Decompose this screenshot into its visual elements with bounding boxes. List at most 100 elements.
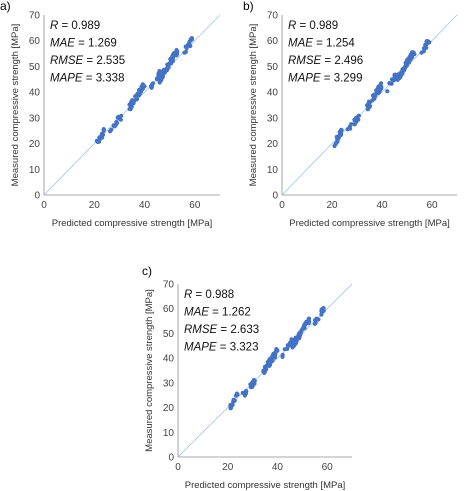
data-point [115,120,120,126]
data-point [306,316,312,321]
y-tick-label: 0 [272,191,278,202]
data-point [402,66,407,71]
y-axis-label: Measured compressive strength [MPa] [248,24,259,187]
data-point [316,317,321,322]
y-tick-label: 20 [29,139,41,150]
stat-name: RMSE [50,55,84,67]
panel-label: c) [142,264,152,278]
data-point [376,84,381,89]
data-point [163,68,168,73]
stat-name: RMSE [288,55,322,67]
data-point [138,87,143,92]
stat-value: = 1.262 [209,307,251,319]
stat-name: MAE [288,38,313,50]
y-tick-label: 70 [267,11,279,22]
data-point [312,318,318,323]
chart-panel-1: a) 0 10 20 30 40 50 60 70 0 20 40 60 Predicted compre… [0,0,221,229]
stat-name: MAPE [184,342,217,354]
data-point [421,46,427,51]
data-point [392,77,397,82]
y-tick-label: 0 [168,453,174,464]
data-point [348,126,353,131]
data-point [101,127,106,132]
stat-name: RMSE [184,324,218,336]
stat-value: = 0.989 [296,20,338,32]
data-point [135,91,141,96]
data-point [189,37,194,42]
data-point [379,81,384,86]
data-point [231,399,236,404]
data-point [352,122,357,127]
y-tick-label: 60 [163,304,175,315]
stat-name: MAE [50,38,75,50]
data-point [290,343,295,348]
data-point [354,115,359,120]
data-point [400,71,405,76]
stat-name: R [288,20,296,32]
data-point [268,356,273,361]
scatter-series [94,36,194,144]
data-point [387,81,392,86]
stat-rmse: RMSE = 2.633 [184,324,259,336]
data-point [228,405,234,410]
data-point [111,123,116,128]
stat-value: = 0.988 [192,289,234,301]
data-point [312,321,317,326]
data-point [403,60,408,65]
stat-value: = 3.299 [321,73,363,85]
data-point [175,51,180,57]
x-tick-label: 60 [322,462,334,473]
data-point [154,76,159,81]
data-point [376,90,382,95]
data-point [171,53,176,58]
stat-value: = 2.496 [321,55,363,67]
data-point [285,346,290,351]
stat-value: = 1.269 [75,38,117,50]
y-axis-label: Measured compressive strength [MPa] [144,289,155,452]
panel-label: a) [0,0,11,13]
y-tick-label: 50 [267,62,279,73]
data-point [118,117,123,122]
data-point [115,115,120,120]
stat-mape: MAPE = 3.338 [50,73,124,85]
data-point [235,392,240,397]
stat-r: R = 0.989 [50,20,100,32]
data-point [183,44,188,49]
data-point [280,352,285,357]
stat-mape: MAPE = 3.299 [288,73,362,85]
data-point [157,80,162,85]
x-tick-label: 20 [89,200,101,211]
data-point [364,103,370,108]
data-point [271,351,276,356]
data-point [134,97,140,102]
y-tick-label: 60 [29,36,41,47]
data-point [166,63,171,68]
data-point [292,339,298,344]
y-tick-label: 0 [34,191,40,202]
y-tick-label: 70 [163,280,175,291]
data-point [140,82,145,87]
data-point [244,389,249,394]
stat-name: MAPE [288,73,321,85]
data-point [409,53,414,58]
y-tick-label: 40 [163,354,175,365]
y-tick-label: 20 [163,403,175,414]
chart-panel-3: c) 0 10 20 30 40 50 60 70 0 20 40 60 Predicted compre… [142,264,353,491]
stat-mae: MAE = 1.262 [184,307,251,319]
x-tick-label: 20 [222,462,234,473]
data-point [319,312,324,317]
stat-mae: MAE = 1.269 [50,38,117,50]
stat-value: = 3.323 [217,342,259,354]
data-point [303,321,308,326]
stat-value: = 2.535 [83,55,125,67]
scatter-series [332,39,432,149]
x-tick-label: 40 [139,200,151,211]
y-axis-label: Measured compressive strength [MPa] [10,24,21,187]
data-point [250,380,255,385]
data-point [97,137,102,142]
data-point [424,39,429,44]
x-axis-label: Predicted compressive strength [MPa] [52,218,213,229]
y-tick-label: 40 [29,88,41,99]
scatter-series [228,306,326,411]
data-point [353,118,358,123]
